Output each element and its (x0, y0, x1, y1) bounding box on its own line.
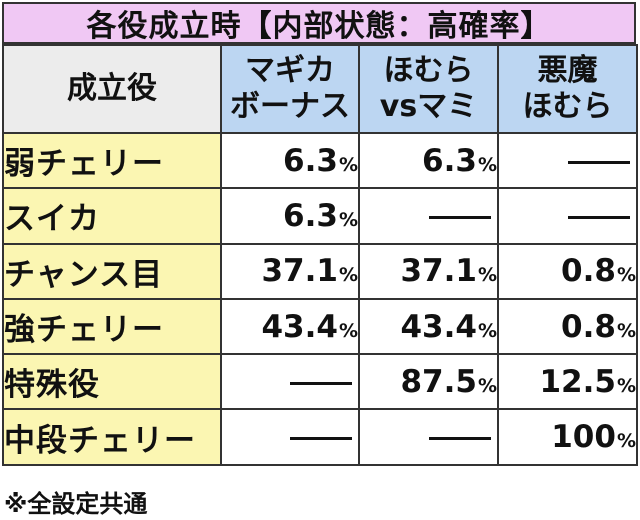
value-cell: 6.3% (220, 131, 360, 190)
value-unit: % (477, 374, 497, 397)
value-cell: 87.5% (358, 353, 499, 411)
value-number: 100 (551, 419, 616, 456)
value-unit: % (338, 319, 358, 342)
value-number: 0.8 (561, 308, 616, 345)
value-cell: 12.5% (497, 353, 638, 411)
header-corner: 成立役 (2, 44, 222, 134)
value-unit: % (616, 264, 636, 287)
value-unit: % (338, 264, 358, 287)
row-label: 強チェリー (2, 297, 222, 356)
header-line: ボーナス (230, 89, 350, 124)
dash-mark (290, 437, 352, 441)
header-line: マギカ (245, 53, 335, 88)
value-cell (220, 408, 360, 466)
value-cell: 37.1% (358, 242, 499, 300)
table-row: 弱チェリー 6.3% 6.3% (2, 131, 638, 190)
row-label: 特殊役 (2, 353, 222, 411)
value-cell: 6.3% (358, 131, 499, 190)
value-unit: % (338, 153, 358, 176)
value-cell (358, 187, 499, 245)
dash-mark (568, 160, 630, 164)
row-label: 弱チェリー (2, 131, 222, 190)
value-cell (497, 131, 638, 190)
header-homura-vs-mami: ほむら vsマミ (358, 44, 499, 134)
header-line: vsマミ (379, 89, 478, 124)
value-number: 37.1 (400, 253, 477, 290)
value-unit: % (338, 208, 358, 231)
value-number: 6.3 (422, 142, 477, 179)
header-akuma-homura: 悪魔 ほむら (497, 44, 638, 134)
table-row: チャンス目 37.1% 37.1% 0.8% (2, 242, 638, 300)
table-row: 特殊役 87.5% 12.5% (2, 353, 638, 411)
dash-mark (568, 215, 630, 219)
value-number: 0.8 (561, 253, 616, 290)
table-title: 各役成立時【内部状態：高確率】 (2, 2, 636, 44)
value-cell: 43.4% (358, 297, 499, 356)
row-label: スイカ (2, 187, 222, 245)
value-number: 87.5 (400, 363, 477, 400)
dash-mark (290, 381, 352, 385)
value-unit: % (477, 153, 497, 176)
footnote: ※全設定共通 (4, 490, 148, 518)
value-number: 37.1 (261, 253, 338, 290)
value-unit: % (616, 319, 636, 342)
value-number: 43.4 (400, 308, 477, 345)
value-cell (497, 187, 638, 245)
value-cell (358, 408, 499, 466)
value-unit: % (477, 319, 497, 342)
header-line: ほむら (383, 53, 474, 88)
row-label: 中段チェリー (2, 408, 222, 466)
dash-mark (429, 215, 491, 219)
value-unit: % (616, 430, 636, 453)
value-cell: 0.8% (497, 297, 638, 356)
header-line: ほむら (522, 89, 613, 124)
table-row: 中段チェリー 100% (2, 408, 638, 466)
value-cell: 100% (497, 408, 638, 466)
value-cell: 0.8% (497, 242, 638, 300)
value-cell: 6.3% (220, 187, 360, 245)
value-unit: % (616, 374, 636, 397)
value-number: 6.3 (283, 197, 338, 234)
table-row: 強チェリー 43.4% 43.4% 0.8% (2, 297, 638, 356)
header-magika-bonus: マギカ ボーナス (220, 44, 360, 134)
row-label: チャンス目 (2, 242, 222, 300)
header-line: 悪魔 (537, 53, 598, 88)
value-unit: % (477, 264, 497, 287)
value-number: 12.5 (539, 363, 616, 400)
dash-mark (429, 437, 491, 441)
value-number: 43.4 (261, 308, 338, 345)
value-cell: 37.1% (220, 242, 360, 300)
value-cell: 43.4% (220, 297, 360, 356)
header-row: 成立役 マギカ ボーナス ほむら vsマミ 悪魔 ほむら (2, 44, 638, 134)
value-cell (220, 353, 360, 411)
value-number: 6.3 (283, 142, 338, 179)
table-row: スイカ 6.3% (2, 187, 638, 245)
probability-table: 成立役 マギカ ボーナス ほむら vsマミ 悪魔 ほむら 弱チェリー 6.3% 6.… (2, 44, 638, 466)
